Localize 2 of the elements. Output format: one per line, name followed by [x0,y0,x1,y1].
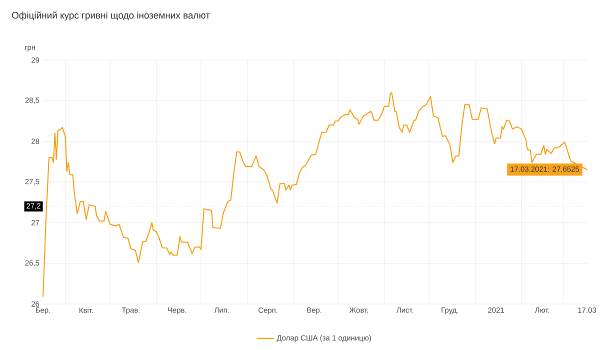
chart-title: Офіційний курс гривні щодо іноземних валют [12,11,210,20]
line-series [42,92,588,298]
